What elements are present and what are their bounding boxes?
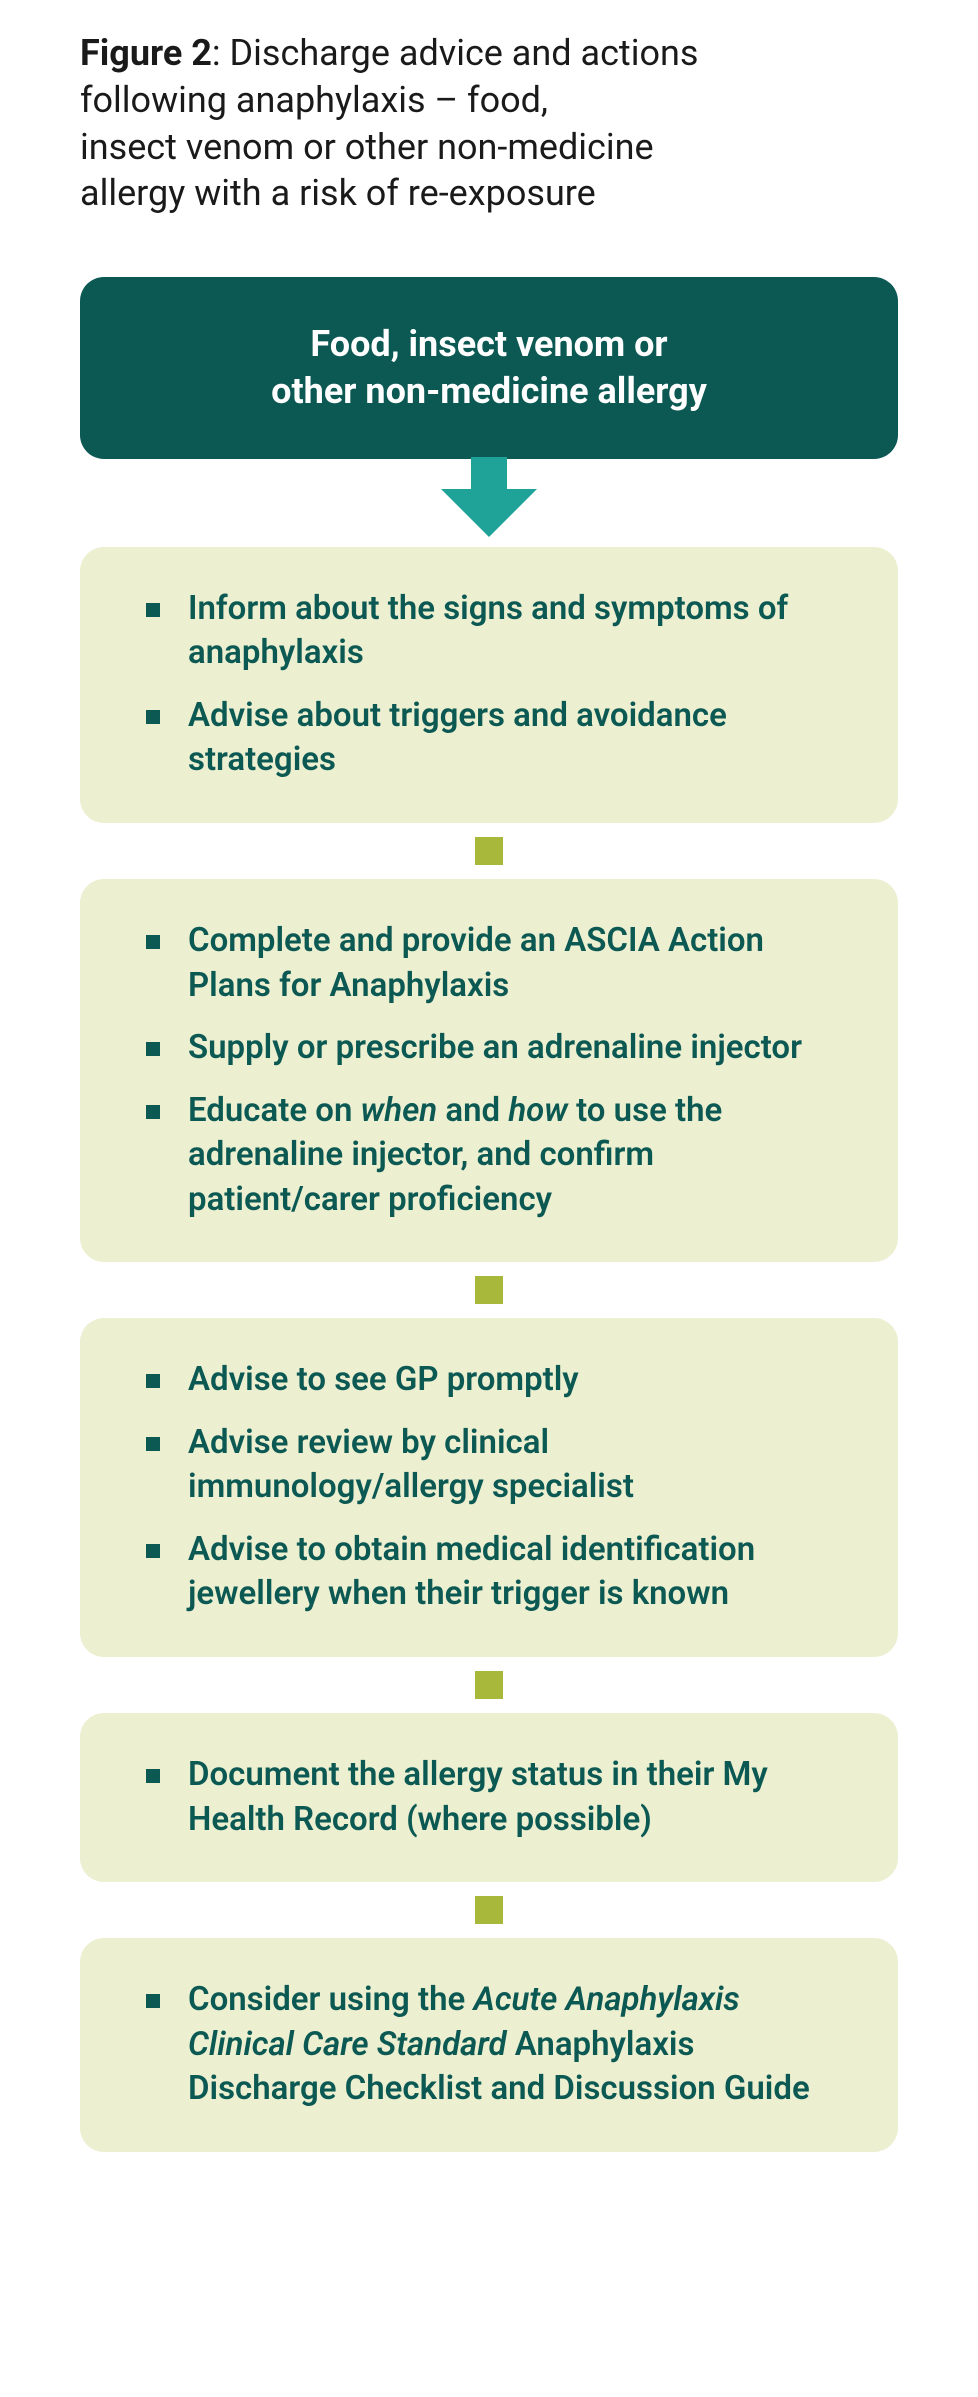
figure-label: Figure 2: [80, 32, 212, 74]
list-item: Advise to see GP promptly: [128, 1358, 850, 1403]
step-list: Advise to see GP promptly Advise review b…: [128, 1358, 850, 1617]
step-box: Document the allergy status in their My …: [80, 1713, 898, 1882]
list-item: Document the allergy status in their My …: [128, 1753, 850, 1842]
arrow-down-icon: [80, 457, 898, 537]
step-list: Consider using the Acute Anaphylaxis Cli…: [128, 1978, 850, 2112]
list-item: Consider using the Acute Anaphylaxis Cli…: [128, 1978, 850, 2112]
header-line1: Food, insect venom or: [310, 323, 667, 365]
list-item: Advise about triggers and avoidance stra…: [128, 694, 850, 783]
figure-title-line2: following anaphylaxis – food,: [80, 79, 548, 121]
list-item: Advise review by clinical immunology/all…: [128, 1421, 850, 1510]
figure-title-line3: insect venom or other non-medicine: [80, 126, 654, 168]
step-box: Complete and provide an ASCIA Action Pla…: [80, 879, 898, 1262]
step-box: Consider using the Acute Anaphylaxis Cli…: [80, 1938, 898, 2152]
step-list: Complete and provide an ASCIA Action Pla…: [128, 919, 850, 1222]
figure-title-line4: allergy with a risk of re-exposure: [80, 172, 596, 214]
header-line2: other non-medicine allergy: [271, 370, 707, 412]
connector-icon: [80, 1882, 898, 1938]
arrow-path: [441, 457, 537, 537]
list-item: Supply or prescribe an adrenaline inject…: [128, 1026, 850, 1071]
figure-title: Figure 2: Discharge advice and actions f…: [80, 30, 898, 217]
list-item: Educate on when and how to use the adren…: [128, 1089, 850, 1223]
step-list: Document the allergy status in their My …: [128, 1753, 850, 1842]
list-item: Advise to obtain medical identification …: [128, 1528, 850, 1617]
connector-icon: [80, 823, 898, 879]
steps-container: Inform about the signs and symptoms of a…: [80, 547, 898, 2152]
connector-icon: [80, 1262, 898, 1318]
step-box: Inform about the signs and symptoms of a…: [80, 547, 898, 823]
flowchart-header-box: Food, insect venom or other non-medicine…: [80, 277, 898, 459]
list-item: Inform about the signs and symptoms of a…: [128, 587, 850, 676]
figure-title-line1: : Discharge advice and actions: [212, 32, 699, 74]
list-item: Complete and provide an ASCIA Action Pla…: [128, 919, 850, 1008]
step-list: Inform about the signs and symptoms of a…: [128, 587, 850, 783]
step-box: Advise to see GP promptly Advise review b…: [80, 1318, 898, 1657]
connector-icon: [80, 1657, 898, 1713]
